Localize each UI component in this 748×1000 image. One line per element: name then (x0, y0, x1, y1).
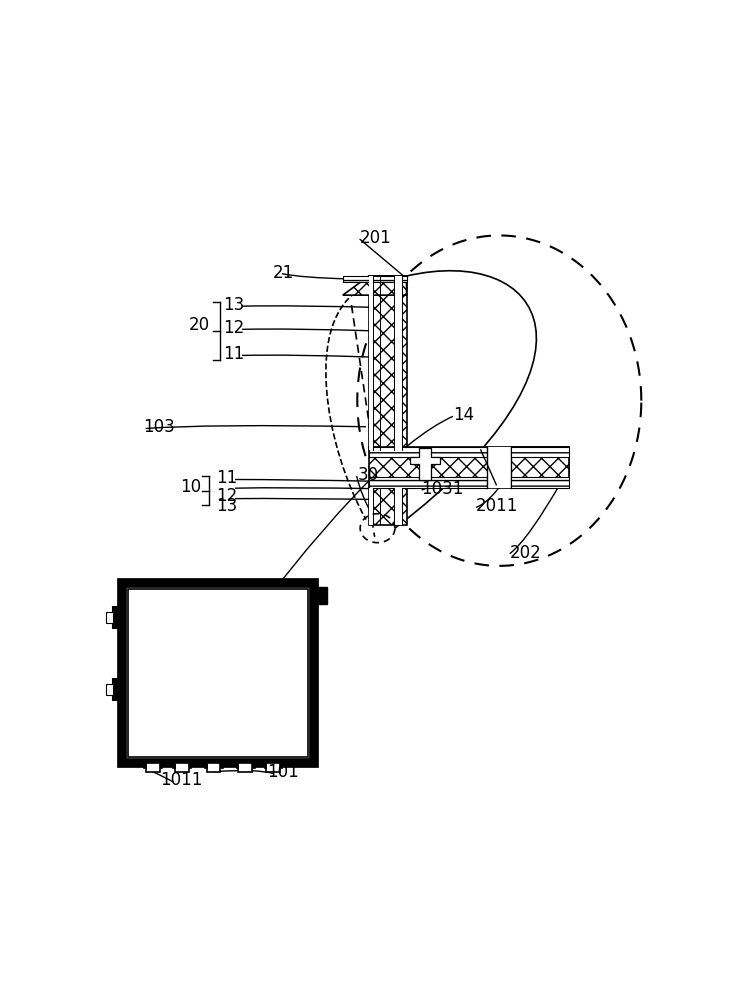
Bar (204, 764, 206, 768)
Bar (252, 764, 254, 768)
Bar (144, 764, 146, 768)
Text: 11: 11 (223, 345, 244, 363)
Bar (123, 583, 314, 763)
Polygon shape (343, 276, 407, 295)
Text: 11: 11 (216, 469, 237, 487)
Bar (343, 276, 407, 282)
Polygon shape (410, 448, 441, 480)
Bar (236, 764, 239, 768)
Bar (129, 589, 308, 757)
Bar (264, 764, 266, 768)
Bar (369, 276, 407, 450)
Bar (175, 763, 188, 772)
Bar (369, 276, 373, 450)
Bar (221, 764, 223, 768)
Bar (239, 763, 252, 772)
Text: 14: 14 (453, 406, 474, 424)
Bar (511, 477, 569, 488)
Bar (486, 447, 511, 488)
Bar (188, 764, 191, 768)
Text: 2011: 2011 (476, 497, 518, 515)
Bar (394, 276, 402, 450)
Bar (106, 684, 113, 695)
Bar (369, 488, 407, 525)
Bar (511, 447, 569, 457)
Text: 10: 10 (180, 478, 201, 496)
Bar (159, 764, 162, 768)
Text: 30: 30 (358, 466, 378, 484)
Bar (146, 763, 159, 772)
Bar (369, 447, 486, 457)
Bar (369, 276, 373, 450)
Text: 13: 13 (223, 296, 244, 314)
Text: 13: 13 (216, 497, 237, 515)
Text: 1031: 1031 (422, 480, 464, 498)
Text: 20: 20 (188, 316, 209, 334)
Bar (369, 447, 569, 488)
Text: 12: 12 (223, 319, 244, 337)
Text: 103: 103 (143, 418, 174, 436)
Bar (394, 488, 402, 525)
Bar (112, 606, 123, 628)
Bar (280, 764, 283, 768)
Bar (266, 763, 280, 772)
Bar (315, 587, 327, 604)
Bar (106, 612, 113, 623)
Bar (206, 763, 221, 772)
Bar (369, 488, 373, 525)
Text: 101: 101 (267, 763, 299, 781)
Bar (511, 447, 569, 488)
Bar (112, 678, 123, 700)
Text: 21: 21 (273, 264, 295, 282)
Bar (369, 477, 486, 488)
Text: 201: 201 (361, 229, 392, 247)
Text: 1011: 1011 (160, 771, 203, 789)
Text: 202: 202 (509, 544, 542, 562)
Text: 12: 12 (216, 487, 237, 505)
Bar (172, 764, 175, 768)
